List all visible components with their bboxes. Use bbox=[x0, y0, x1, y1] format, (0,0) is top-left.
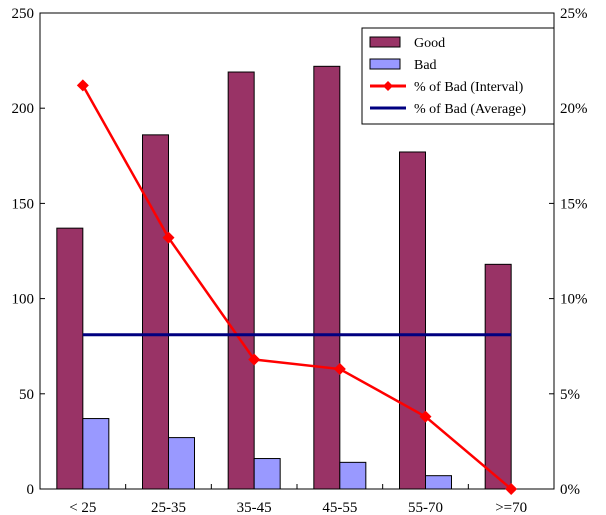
bars-layer bbox=[56, 65, 512, 490]
legend: Good Bad % of Bad (Interval) % of Bad (Aver… bbox=[361, 27, 555, 125]
y2-tick-label: 5% bbox=[560, 387, 580, 403]
y-tick-label: 50 bbox=[19, 387, 34, 403]
bar-bad bbox=[168, 437, 195, 490]
bar-good bbox=[56, 227, 84, 490]
point-of-bad-interval bbox=[76, 79, 89, 92]
point-of-bad-interval bbox=[248, 353, 261, 366]
legend-label-bad: Bad bbox=[414, 58, 437, 73]
x-tick-label: 55-70 bbox=[408, 500, 443, 515]
y2-tick-label: 0% bbox=[560, 482, 580, 498]
bar-good bbox=[227, 71, 255, 490]
point-of-bad-interval bbox=[162, 231, 175, 244]
legend-marker-of-bad-interval bbox=[383, 81, 393, 91]
bar-good bbox=[142, 134, 169, 490]
y2-tick-label: 20% bbox=[560, 101, 588, 117]
y2-tick-label: 15% bbox=[560, 196, 588, 212]
legend-label-of-bad-interval: % of Bad (Interval) bbox=[414, 80, 524, 95]
y2-tick-label: 10% bbox=[560, 292, 588, 308]
legend-swatch-good bbox=[369, 36, 401, 48]
axes-layer: 0 50 100 150 200 250 0% 5% 10% 15% 20% 25% < 25 25-35… bbox=[12, 6, 588, 515]
bar-good bbox=[484, 263, 512, 490]
y-tick-label: 0 bbox=[27, 482, 35, 498]
line-of-bad-interval bbox=[81, 84, 512, 490]
point-of-bad-interval bbox=[419, 410, 432, 423]
bar-good bbox=[313, 65, 341, 490]
y2-tick-label: 25% bbox=[560, 6, 588, 22]
legend-swatch-bad bbox=[369, 58, 401, 70]
point-of-bad-interval bbox=[505, 483, 518, 495]
bar-bad bbox=[339, 461, 367, 490]
x-tick-label: 45-55 bbox=[322, 500, 357, 515]
x-tick-label: 25-35 bbox=[151, 500, 186, 515]
bar-good bbox=[399, 151, 426, 490]
bar-bad bbox=[425, 475, 452, 490]
x-tick-label: 35-45 bbox=[237, 500, 272, 515]
x-tick-label: < 25 bbox=[69, 500, 96, 515]
point-of-bad-interval bbox=[333, 363, 346, 376]
bar-bad bbox=[253, 458, 281, 490]
legend-label-good: Good bbox=[414, 36, 445, 51]
legend-label-of-bad-average: % of Bad (Average) bbox=[414, 102, 526, 117]
y-tick-label: 100 bbox=[12, 292, 35, 308]
bar-bad bbox=[82, 418, 110, 490]
lines-layer bbox=[76, 79, 518, 495]
y-tick-label: 150 bbox=[12, 196, 35, 212]
y-tick-label: 200 bbox=[12, 101, 35, 117]
x-tick-label: >=70 bbox=[495, 500, 527, 515]
y-tick-label: 250 bbox=[12, 6, 35, 22]
